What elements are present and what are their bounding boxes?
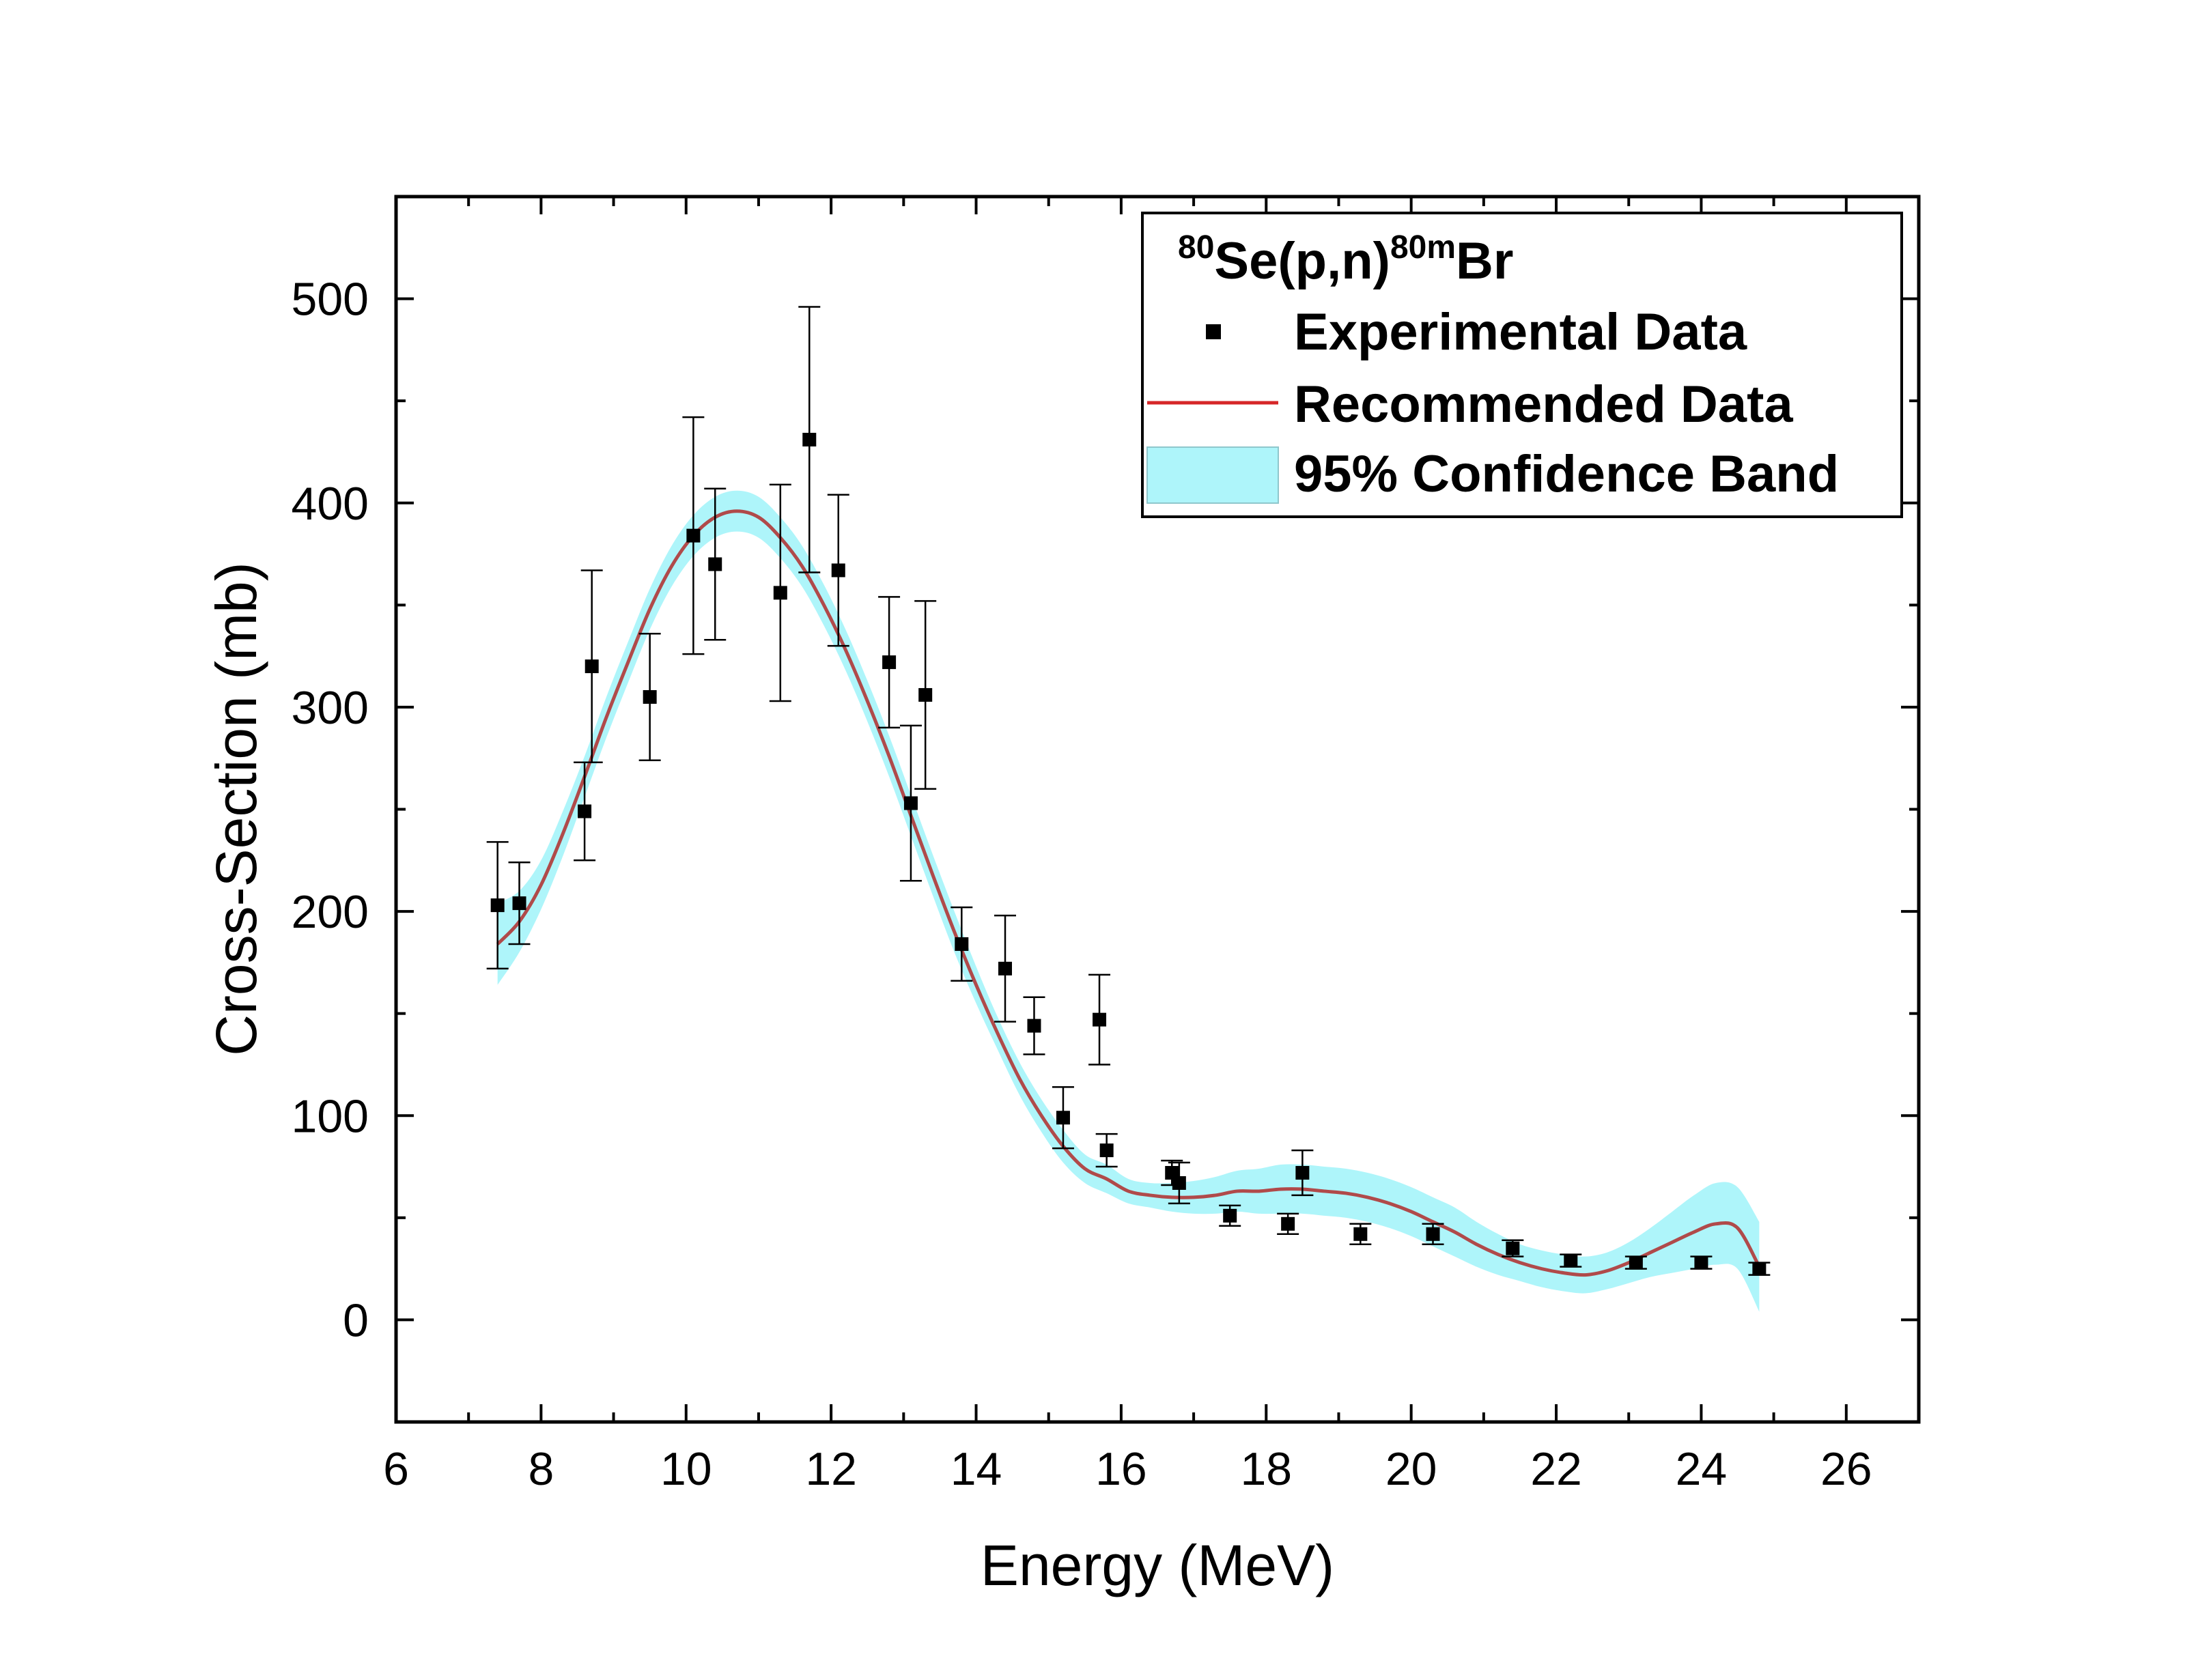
data-point [1422,1223,1444,1245]
data-marker [1426,1227,1440,1241]
data-point [914,600,937,790]
data-marker [708,557,722,571]
y-tick-label: 300 [292,682,369,734]
x-tick-label: 6 [383,1443,409,1495]
data-marker [1353,1227,1368,1241]
data-marker [1056,1111,1070,1125]
data-point [486,841,509,970]
data-point [1748,1262,1771,1276]
data-marker [773,586,787,600]
y-tick-label: 100 [292,1090,369,1142]
data-point [1277,1212,1299,1236]
data-marker [1027,1019,1041,1033]
data-point [878,596,901,729]
legend-band-icon [1146,446,1279,504]
reaction-core: Se(p,n) [1214,232,1390,290]
legend-marker-icon [1206,324,1221,339]
data-marker [1099,1143,1114,1158]
data-point [827,494,849,647]
data-marker [1295,1166,1310,1180]
x-tick-label: 12 [805,1443,857,1495]
reaction-mass-number: 80 [1178,229,1214,266]
legend-label-band: 95% Confidence Band [1294,445,1839,503]
data-marker [1093,1012,1107,1027]
y-tick-label: 200 [292,886,369,938]
data-point [1095,1133,1118,1168]
y-tick-label: 400 [292,478,369,530]
data-point [1502,1239,1524,1257]
y-tick-label: 0 [343,1294,369,1346]
reaction-product-mass: 80m [1390,229,1456,266]
x-tick-label: 24 [1676,1443,1728,1495]
data-point [951,906,973,982]
x-tick-label: 26 [1820,1443,1872,1495]
data-point [1349,1223,1372,1245]
data-marker [1506,1241,1520,1255]
data-marker [903,796,918,810]
data-marker [955,937,969,951]
reaction-product: Br [1456,232,1513,290]
legend: 80Se(p,n)80mBr Experimental Data Recomme… [1141,212,1903,518]
x-tick-label: 8 [528,1443,554,1495]
data-point [1219,1204,1241,1227]
data-point [1088,973,1111,1066]
data-marker [831,563,845,578]
data-marker [998,961,1012,976]
data-point [1624,1255,1647,1270]
data-marker [1281,1216,1295,1231]
y-axis-title: Cross-Section (mb) [204,562,268,1055]
x-tick-label: 18 [1240,1443,1292,1495]
data-marker [882,655,897,670]
data-marker [918,687,933,702]
data-marker [1694,1255,1708,1270]
data-point [1023,996,1045,1055]
data-marker [1752,1262,1766,1276]
data-marker [643,689,657,704]
y-tick-label: 500 [292,274,369,326]
legend-label-experimental: Experimental Data [1294,303,1747,361]
legend-reaction-label: 80Se(p,n)80mBr [1178,229,1513,290]
data-point [994,914,1016,1023]
data-point [899,724,922,882]
data-marker [1223,1208,1237,1223]
data-point [1168,1161,1190,1205]
data-marker [1629,1255,1643,1270]
x-axis-title: Energy (MeV) [981,1533,1334,1597]
data-point [580,569,603,763]
data-point [1560,1253,1582,1268]
x-tick-label: 20 [1385,1443,1437,1495]
data-point [798,306,821,573]
x-tick-label: 16 [1095,1443,1147,1495]
data-marker [1172,1176,1186,1190]
data-point [769,483,791,702]
data-marker [1564,1253,1578,1268]
x-tick-label: 10 [660,1443,712,1495]
data-point [1052,1086,1074,1150]
x-tick-label: 14 [951,1443,1002,1495]
data-point [1291,1149,1314,1197]
data-point [682,416,705,655]
data-point [1690,1255,1713,1270]
data-point [638,632,661,761]
data-marker [686,528,701,543]
data-marker [578,804,592,818]
data-point [704,487,727,641]
x-tick-label: 22 [1530,1443,1582,1495]
data-marker [802,433,817,447]
data-marker [585,659,599,674]
data-point [508,862,531,945]
data-marker [490,898,505,913]
data-marker [512,896,526,911]
legend-label-recommended: Recommended Data [1294,375,1793,433]
experimental-data-points [486,306,1771,1276]
